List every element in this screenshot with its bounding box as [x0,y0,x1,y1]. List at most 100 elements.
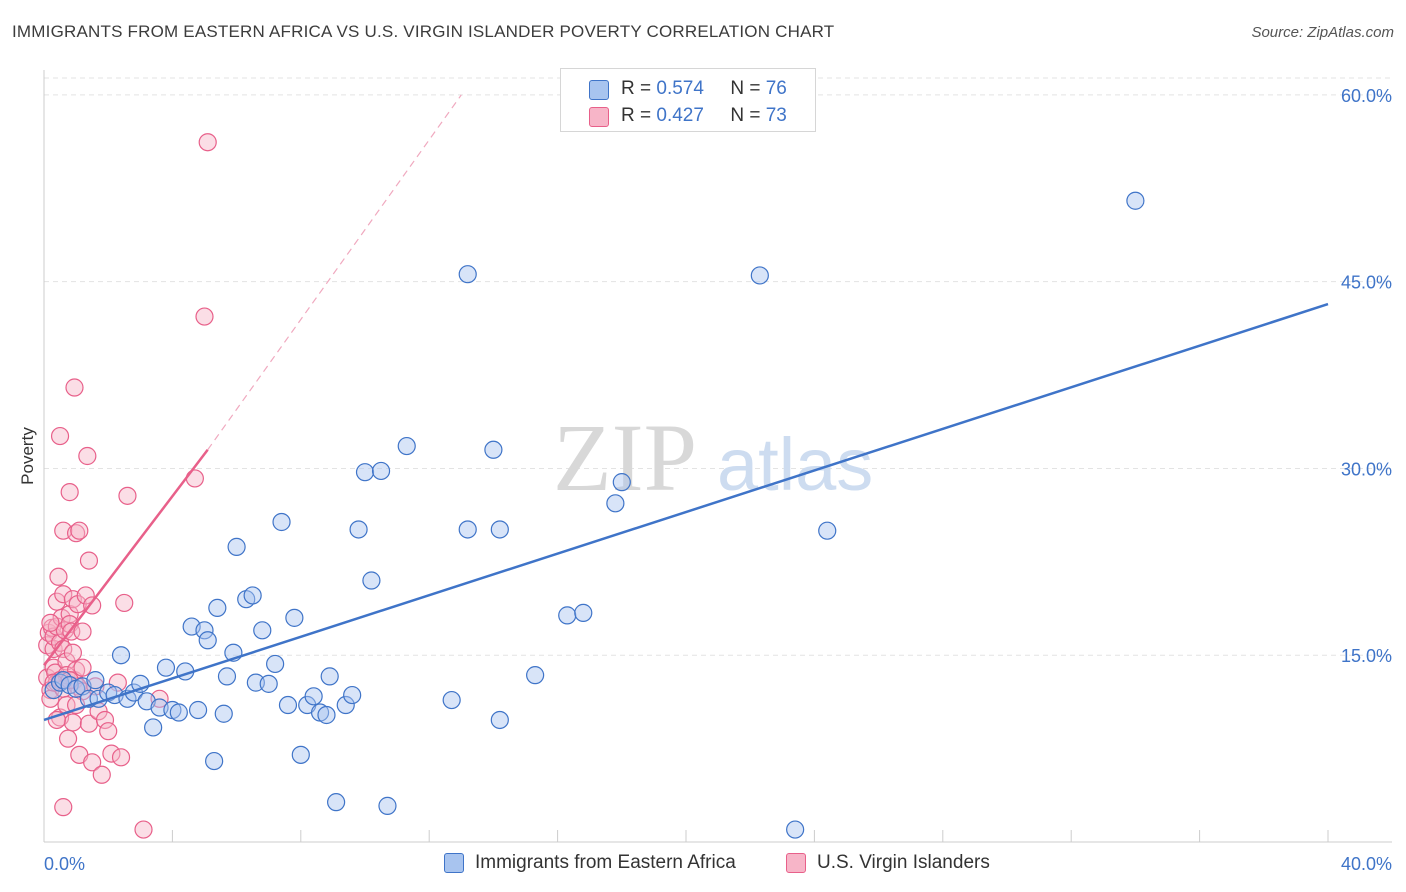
eastern-africa-point [349,520,368,539]
gridlines [44,77,1392,656]
y-tick-label: 60.0% [1341,86,1392,106]
eastern-africa-point [484,440,503,459]
virgin-islanders-point [83,596,102,615]
legend-r-label: R = [621,78,652,99]
virgin-islanders-point [95,710,115,730]
y-tick-label: 15.0% [1341,646,1392,666]
trend-line-virgin-islanders-extension [207,94,462,451]
virgin-islanders-point [65,378,84,397]
legend-n-label: N = [730,78,761,99]
eastern-africa-point [818,521,837,540]
x-tick-label-min: 0.0% [44,854,85,874]
virgin-islanders-point [70,521,89,540]
virgin-islanders-point [49,567,68,586]
eastern-africa-point [253,621,272,640]
eastern-africa-point [574,603,593,622]
eastern-africa-point [227,537,246,556]
eastern-africa-point [285,608,304,627]
y-tick-label: 45.0% [1341,273,1392,293]
bottom-legend-label: Immigrants from Eastern Africa [475,852,736,873]
eastern-africa-point [458,520,477,539]
chart-title: IMMIGRANTS FROM EASTERN AFRICA VS U.S. V… [12,22,835,41]
legend-r-label: R = [621,105,652,126]
eastern-africa-point [214,704,233,723]
virgin-islanders-point [50,426,70,446]
x-tick-label-max: 40.0% [1341,854,1392,874]
eastern-africa-point [246,673,265,692]
trend-lines [43,94,1329,722]
eastern-africa-point [195,621,214,640]
eastern-africa-point [144,718,163,737]
watermark: ZIP atlas [553,404,873,511]
x-axis-ticks [43,830,1329,842]
series-virgin-islanders-points [38,133,217,839]
source-label: Source: ZipAtlas.com [1251,24,1394,41]
eastern-africa-point [208,598,227,618]
eastern-africa-point [266,654,285,674]
eastern-africa-point [1126,191,1145,210]
eastern-africa-point [490,710,509,730]
virgin-islanders-point [111,748,131,767]
eastern-africa-point [198,631,217,650]
eastern-africa-point [606,494,625,513]
correlation-legend: R = 0.574 N = 76 R = 0.427 N = 73 [560,68,816,132]
eastern-africa-point [355,463,375,482]
eastern-africa-point [612,473,631,492]
eastern-africa-point [156,658,176,677]
eastern-africa-point [397,436,416,456]
virgin-islanders-point [195,307,214,326]
virgin-islanders-point [76,586,95,605]
eastern-africa-point [327,793,346,812]
eastern-africa-point [111,646,131,665]
eastern-africa-point [490,520,509,539]
virgin-islanders-point [58,729,78,748]
eastern-africa-point [750,266,769,285]
virgin-islanders-point [54,585,73,604]
axes [43,70,1392,843]
eastern-africa-point [442,690,461,710]
legend-n-label: N = [730,105,761,126]
virgin-islanders-point [63,643,82,662]
virgin-islanders-point [79,551,99,570]
eastern-africa-point [458,265,477,284]
legend-r-value: 0.427 [656,105,704,126]
bottom-legend-swatch-blue [444,853,464,873]
eastern-africa-point [371,461,391,481]
eastern-africa-point [304,687,323,706]
legend-n-value: 73 [765,105,787,126]
legend-swatch-blue [589,80,609,100]
virgin-islanders-point [134,820,153,839]
virgin-islanders-point [99,722,118,741]
virgin-islanders-point [41,613,60,632]
virgin-islanders-point [118,486,137,505]
eastern-africa-point [362,571,381,590]
eastern-africa-point [259,674,278,693]
eastern-africa-point [217,667,237,686]
legend-row-virgin-islanders: R = 0.427 N = 73 [561,102,815,129]
virgin-islanders-point [66,524,86,543]
virgin-islanders-point [73,658,92,677]
legend-n-value: 76 [765,78,787,99]
y-axis-label: Poverty [18,427,37,485]
eastern-africa-point [188,700,208,720]
virgin-islanders-point [198,133,217,152]
virgin-islanders-point [63,713,82,732]
bottom-legend-label: U.S. Virgin Islanders [817,852,990,873]
watermark-zip: ZIP [553,404,697,511]
eastern-africa-point [243,586,262,605]
eastern-africa-point [320,667,339,686]
virgin-islanders-point [83,753,102,772]
watermark-atlas: atlas [717,423,873,506]
eastern-africa-point [786,820,805,839]
legend-swatch-pink [589,107,609,127]
eastern-africa-point [343,685,362,705]
eastern-africa-point [278,695,298,715]
virgin-islanders-point [54,798,73,817]
legend-r-value: 0.574 [656,78,704,99]
eastern-africa-point [336,695,355,715]
trend-line-virgin-islanders [43,449,209,666]
eastern-africa-point [317,705,336,725]
virgin-islanders-point [115,593,134,613]
y-axis-tick-labels: 15.0% 30.0% 45.0% 60.0% [1341,86,1392,666]
